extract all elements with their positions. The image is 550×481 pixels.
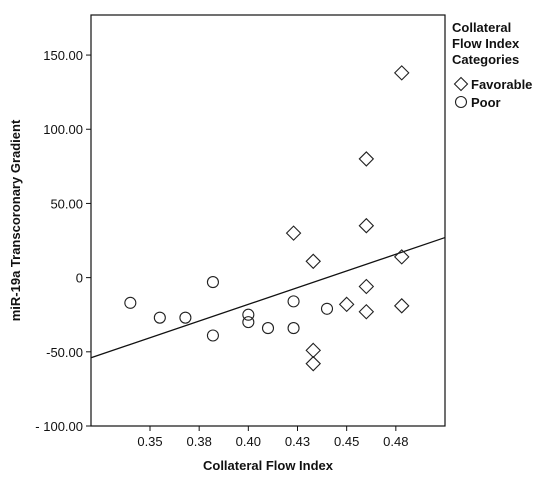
legend-title-line-0: Collateral bbox=[452, 20, 511, 35]
y-tick-label-5: - 100.00 bbox=[35, 419, 83, 434]
poor-point-2 bbox=[179, 311, 192, 324]
poor-point-0 bbox=[124, 296, 137, 309]
legend-item-poor-marker bbox=[454, 95, 468, 109]
favorable-point-10 bbox=[305, 342, 322, 359]
poor-point-5 bbox=[242, 308, 255, 321]
poor-point-6 bbox=[242, 316, 255, 329]
poor-point-7 bbox=[261, 322, 275, 335]
x-tick-label-2: 0.40 bbox=[236, 434, 261, 449]
y-tick-label-1: 100.00 bbox=[43, 122, 83, 137]
x-axis-title: Collateral Flow Index bbox=[203, 458, 334, 473]
favorable-point-7 bbox=[338, 296, 355, 313]
legend-title-line-1: Flow Index bbox=[452, 36, 520, 51]
poor-point-1 bbox=[153, 311, 166, 324]
y-tick-label-0: 150.00 bbox=[43, 48, 83, 63]
poor-point-4 bbox=[206, 329, 219, 342]
favorable-point-5 bbox=[393, 249, 410, 265]
favorable-point-0 bbox=[393, 65, 410, 81]
y-tick-label-4: -50.00 bbox=[46, 345, 83, 360]
legend-title-line-2: Categories bbox=[452, 52, 519, 67]
plot-frame bbox=[90, 14, 446, 427]
fit-line bbox=[90, 236, 446, 359]
poor-point-10 bbox=[320, 302, 334, 315]
legend-item-poor-label: Poor bbox=[471, 95, 501, 110]
poor-point-9 bbox=[287, 322, 300, 335]
x-tick-label-4: 0.45 bbox=[334, 434, 359, 449]
favorable-point-3 bbox=[285, 225, 302, 241]
favorable-point-1 bbox=[358, 151, 375, 167]
y-tick-label-2: 50.00 bbox=[50, 196, 83, 211]
poor-point-8 bbox=[287, 295, 300, 308]
favorable-point-11 bbox=[305, 355, 322, 372]
y-tick-label-3: 0 bbox=[76, 271, 83, 286]
poor-point-3 bbox=[206, 276, 219, 289]
favorable-point-8 bbox=[393, 298, 410, 314]
legend-item-favorable-label: Favorable bbox=[471, 77, 532, 92]
legend-item-favorable-marker bbox=[453, 76, 469, 92]
favorable-point-4 bbox=[305, 253, 322, 270]
x-tick-label-1: 0.38 bbox=[187, 434, 212, 449]
favorable-point-2 bbox=[358, 217, 375, 234]
favorable-point-9 bbox=[358, 303, 375, 320]
x-tick-label-5: 0.48 bbox=[383, 434, 408, 449]
favorable-point-6 bbox=[358, 278, 375, 295]
x-tick-label-0: 0.35 bbox=[137, 434, 162, 449]
x-tick-label-3: 0.43 bbox=[285, 434, 310, 449]
y-axis-title: miR-19a Transcoronary Gradient bbox=[8, 119, 23, 321]
